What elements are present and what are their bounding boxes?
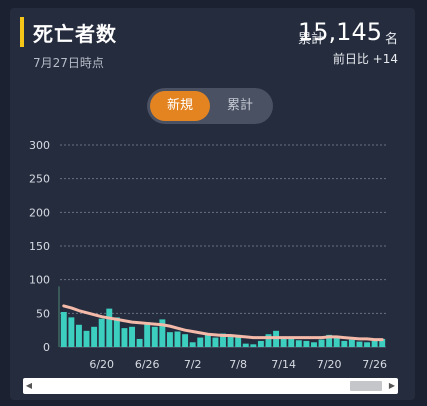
- bar: [83, 330, 90, 347]
- y-tick-label: 250: [29, 173, 50, 186]
- bar: [113, 317, 120, 347]
- bar: [348, 339, 355, 347]
- scroll-left-arrow-icon[interactable]: ◀: [25, 381, 33, 390]
- y-tick-label: 200: [29, 206, 50, 219]
- title-accent-bar: [20, 17, 24, 47]
- bar: [379, 338, 386, 347]
- bar: [280, 338, 287, 347]
- scroll-right-arrow-icon[interactable]: ▶: [388, 381, 396, 390]
- bar: [288, 338, 295, 347]
- bar: [174, 331, 181, 347]
- bar: [242, 343, 249, 347]
- bar: [91, 326, 98, 347]
- bar: [303, 340, 310, 347]
- y-tick-label: 50: [36, 307, 50, 320]
- bar: [265, 334, 272, 347]
- x-tick-label: 7/26: [362, 358, 387, 371]
- bar: [318, 339, 325, 347]
- x-tick-label: 7/2: [184, 358, 202, 371]
- chart-scrollbar[interactable]: ◀ ▶: [23, 378, 398, 394]
- y-tick-label: 300: [29, 139, 50, 152]
- x-tick-label: 7/20: [317, 358, 342, 371]
- x-tick-label: 6/20: [89, 358, 114, 371]
- bar: [311, 342, 317, 347]
- new-cumulative-toggle: 新規 累計: [147, 88, 273, 124]
- card-title: 死亡者数: [33, 22, 117, 46]
- bar: [60, 311, 67, 347]
- bar: [129, 326, 135, 347]
- y-tick-label: 0: [43, 341, 50, 354]
- total-unit: 名: [384, 32, 398, 47]
- bar: [75, 324, 82, 347]
- bar: [364, 342, 371, 347]
- bar: [151, 326, 158, 347]
- bar: [250, 344, 257, 347]
- bar: [295, 340, 302, 347]
- bar: [212, 337, 219, 347]
- bar: [333, 337, 340, 347]
- x-tick-label: 6/26: [135, 358, 160, 371]
- bar: [182, 334, 189, 347]
- toggle-cumulative-button[interactable]: 累計: [226, 98, 253, 113]
- bar: [98, 318, 105, 347]
- x-tick-label: 7/8: [229, 358, 247, 371]
- total-label: 累計: [297, 32, 324, 47]
- bar: [220, 333, 226, 347]
- moving-average-line: [62, 304, 384, 342]
- y-tick-label: 100: [29, 274, 50, 287]
- day-over-day-change: 前日比 +14: [332, 52, 398, 66]
- bar: [257, 340, 264, 347]
- total-value: 15,145: [298, 18, 382, 46]
- y-tick-label: 150: [29, 240, 50, 253]
- bar: [189, 342, 196, 347]
- bar: [356, 341, 363, 347]
- bar: [144, 322, 151, 347]
- bar: [197, 337, 204, 347]
- bar: [341, 340, 348, 347]
- toggle-new-button[interactable]: 新規: [150, 91, 210, 121]
- bar: [136, 338, 143, 347]
- bar: [204, 334, 211, 347]
- bar: [166, 332, 173, 347]
- scroll-thumb[interactable]: [350, 381, 382, 391]
- bar: [371, 340, 378, 347]
- x-tick-label: 7/14: [271, 358, 296, 371]
- bar: [121, 328, 128, 347]
- bar: [68, 317, 75, 347]
- bar: [326, 334, 333, 347]
- bar: [227, 335, 234, 347]
- bar: [235, 334, 242, 347]
- as-of-date: 7月27日時点: [33, 56, 104, 70]
- bar: [106, 308, 113, 347]
- bar: [159, 319, 166, 347]
